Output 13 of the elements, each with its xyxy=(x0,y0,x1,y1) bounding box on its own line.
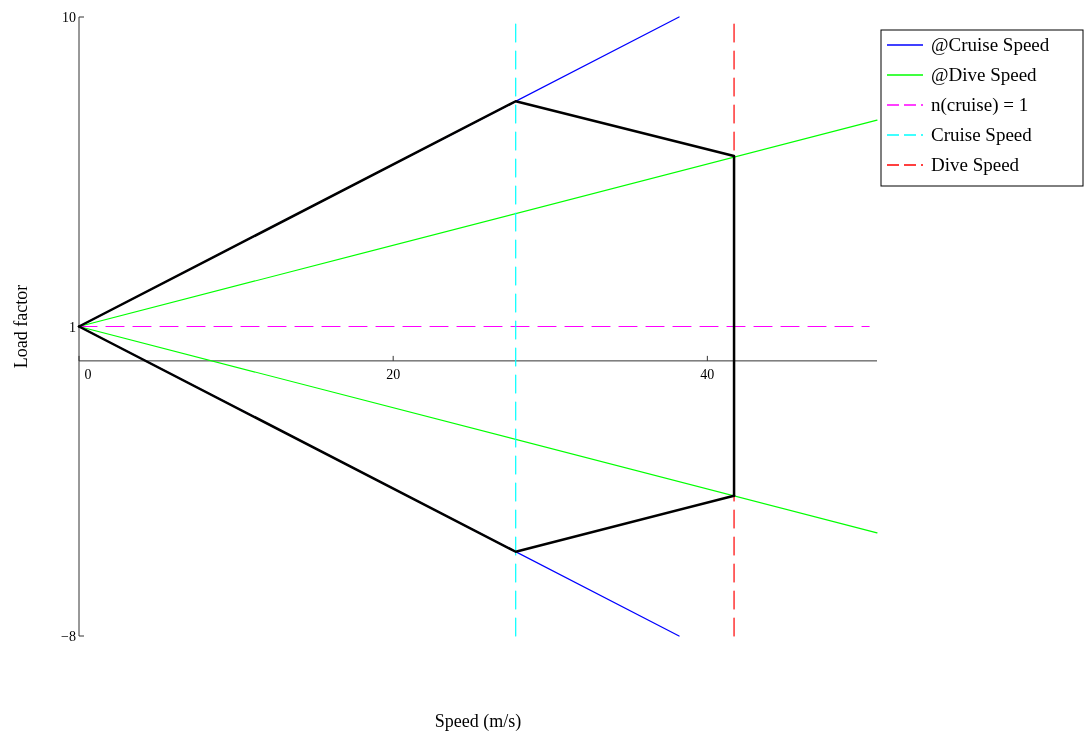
legend-label: @Cruise Speed xyxy=(931,34,1050,55)
legend-label: Cruise Speed xyxy=(931,124,1033,145)
x-tick-label: 0 xyxy=(84,366,92,382)
x-axis-title: Speed (m/s) xyxy=(434,711,522,732)
x-tick-label: 20 xyxy=(386,366,401,382)
legend-label: Dive Speed xyxy=(931,154,1020,175)
y-tick-label: −8 xyxy=(61,629,76,644)
y-axis-title: Load factor xyxy=(11,284,31,369)
y-tick-label: 1 xyxy=(69,319,76,335)
y-tick-label: 10 xyxy=(62,10,76,25)
x-tick-label: 40 xyxy=(700,366,715,382)
legend-label: @Dive Speed xyxy=(931,64,1038,85)
legend-label: n(cruise) = 1 xyxy=(931,94,1029,116)
